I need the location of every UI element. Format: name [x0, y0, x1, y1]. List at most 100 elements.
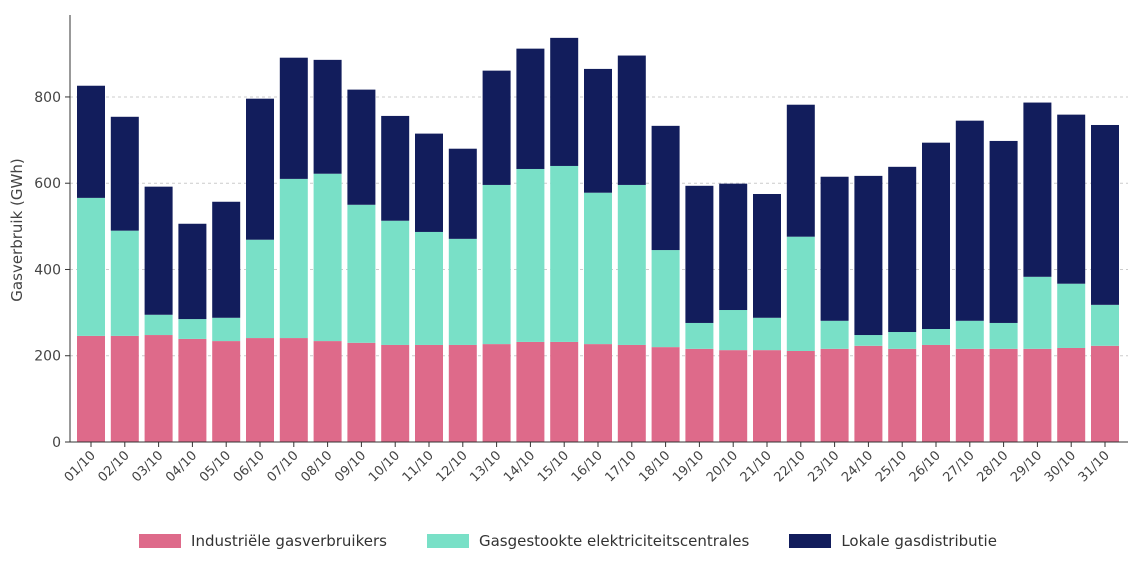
bar-segment-2: [550, 37, 579, 166]
bar-segment-1: [1091, 304, 1119, 346]
bar-segment-2: [178, 223, 207, 320]
bar-segment-1: [212, 317, 241, 342]
x-tick-label: 29/10: [1008, 448, 1045, 485]
bar-segment-0: [922, 344, 950, 442]
x-tick-label: 28/10: [974, 448, 1011, 485]
bar-segment-1: [753, 317, 781, 351]
bar-segment-1: [922, 328, 950, 345]
bar-segment-1: [448, 238, 477, 345]
bar-segment-2: [1057, 114, 1086, 284]
bar-segment-1: [989, 322, 1018, 349]
bar-segment-2: [719, 183, 748, 311]
bar-segment-1: [313, 173, 342, 342]
x-tick-label: 09/10: [332, 448, 369, 485]
x-tick-label: 05/10: [197, 448, 234, 485]
bar-segment-0: [77, 335, 105, 442]
bar-segment-2: [922, 142, 950, 329]
bar-segment-0: [448, 344, 477, 442]
legend-label: Industriële gasverbruikers: [191, 532, 387, 550]
bar-segment-1: [279, 178, 308, 339]
x-tick-label: 03/10: [129, 448, 166, 485]
bar-segment-1: [651, 250, 680, 348]
bar-segment-2: [381, 115, 410, 221]
bar-segment-0: [786, 350, 815, 442]
bar-segment-2: [516, 48, 545, 169]
x-tick-label: 06/10: [231, 448, 268, 485]
x-tick-label: 15/10: [535, 448, 572, 485]
bar-segment-0: [854, 345, 883, 442]
x-tick-label: 10/10: [366, 448, 403, 485]
bar-segment-2: [415, 133, 443, 232]
bar-segment-2: [246, 98, 274, 240]
bar-segment-2: [347, 89, 376, 205]
bar-segment-2: [584, 68, 612, 193]
x-tick-label: 25/10: [873, 448, 910, 485]
bar-segment-1: [246, 239, 274, 339]
bar-segment-1: [685, 322, 714, 349]
y-tick-label: 800: [34, 90, 61, 106]
x-tick-label: 11/10: [400, 448, 437, 485]
bar-segment-2: [955, 120, 984, 321]
legend-item: Lokale gasdistributie: [789, 532, 997, 550]
bar-segment-1: [955, 320, 984, 349]
bar-segment-0: [989, 348, 1018, 442]
bar-segment-0: [955, 348, 984, 442]
bar-segment-2: [685, 185, 714, 323]
legend-item: Industriële gasverbruikers: [139, 532, 387, 550]
legend-label: Gasgestookte elektriciteitscentrales: [478, 532, 750, 550]
y-tick-label: 600: [34, 176, 61, 192]
bar-segment-1: [617, 184, 646, 345]
x-tick-label: 12/10: [434, 448, 471, 485]
x-tick-label: 04/10: [163, 448, 200, 485]
x-tick-label: 16/10: [569, 448, 606, 485]
bar-segment-2: [888, 166, 917, 333]
bar-segment-2: [786, 104, 815, 237]
bar-segment-0: [516, 341, 545, 442]
bar-segment-1: [820, 320, 849, 349]
bar-segment-2: [448, 148, 477, 239]
bar-segment-2: [482, 70, 511, 185]
x-tick-label: 27/10: [941, 448, 978, 485]
legend-swatch: [426, 534, 469, 548]
y-tick-label: 400: [34, 262, 61, 278]
bar-segment-0: [381, 344, 410, 442]
bar-segment-0: [719, 350, 748, 442]
bar-segment-2: [617, 55, 646, 185]
x-tick-label: 02/10: [96, 448, 133, 485]
x-tick-label: 13/10: [467, 448, 504, 485]
bar-segment-2: [651, 125, 680, 251]
bar-segment-0: [212, 341, 241, 442]
bar-segment-2: [279, 57, 308, 179]
y-tick-label: 200: [34, 349, 61, 365]
y-tick-label: 0: [52, 435, 61, 451]
bar-segment-0: [1091, 345, 1119, 442]
bar-segment-1: [381, 220, 410, 345]
bar-segment-0: [178, 338, 207, 442]
bar-segment-1: [415, 231, 443, 345]
legend-label: Lokale gasdistributie: [841, 532, 997, 550]
bar-segment-0: [415, 344, 443, 442]
x-tick-label: 24/10: [839, 448, 876, 485]
bar-segment-2: [313, 59, 342, 174]
bar-segment-1: [1057, 283, 1086, 348]
bar-segment-1: [854, 335, 883, 346]
bar-segment-0: [584, 344, 612, 442]
bar-segment-0: [1057, 347, 1086, 442]
bar-segment-0: [279, 338, 308, 442]
bar-segment-1: [482, 184, 511, 345]
bar-segment-2: [820, 176, 849, 321]
bar-segment-1: [719, 310, 748, 351]
bar-segment-0: [246, 338, 274, 442]
bar-segment-0: [347, 342, 376, 442]
bar-segment-2: [212, 201, 241, 318]
x-tick-label: 20/10: [704, 448, 741, 485]
bar-segment-2: [854, 175, 883, 336]
bar-segment-1: [516, 168, 545, 342]
bar-segment-0: [1023, 348, 1052, 442]
x-tick-label: 17/10: [603, 448, 640, 485]
bar-segment-0: [753, 350, 781, 442]
bar-segment-1: [1023, 276, 1052, 349]
bar-segment-0: [651, 347, 680, 442]
legend-swatch: [139, 534, 182, 548]
